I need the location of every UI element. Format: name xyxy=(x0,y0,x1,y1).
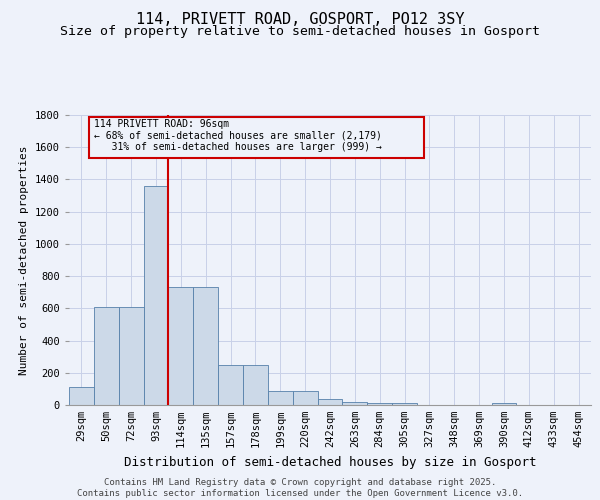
Bar xyxy=(218,364,243,405)
Bar xyxy=(491,402,517,405)
Text: 114 PRIVETT ROAD: 96sqm
← 68% of semi-detached houses are smaller (2,179)
   31%: 114 PRIVETT ROAD: 96sqm ← 68% of semi-de… xyxy=(94,119,382,152)
Bar xyxy=(94,306,119,405)
Bar xyxy=(119,306,143,405)
Bar xyxy=(293,392,317,405)
Bar xyxy=(343,402,367,405)
Bar xyxy=(268,392,293,405)
FancyBboxPatch shape xyxy=(89,116,424,158)
Bar xyxy=(392,404,417,405)
Bar xyxy=(143,186,169,405)
X-axis label: Distribution of semi-detached houses by size in Gosport: Distribution of semi-detached houses by … xyxy=(124,456,536,468)
Text: Contains HM Land Registry data © Crown copyright and database right 2025.
Contai: Contains HM Land Registry data © Crown c… xyxy=(77,478,523,498)
Text: Size of property relative to semi-detached houses in Gosport: Size of property relative to semi-detach… xyxy=(60,25,540,38)
Bar xyxy=(243,364,268,405)
Bar xyxy=(317,400,343,405)
Bar xyxy=(193,288,218,405)
Bar xyxy=(69,388,94,405)
Text: 114, PRIVETT ROAD, GOSPORT, PO12 3SY: 114, PRIVETT ROAD, GOSPORT, PO12 3SY xyxy=(136,12,464,28)
Y-axis label: Number of semi-detached properties: Number of semi-detached properties xyxy=(19,145,29,375)
Bar xyxy=(367,404,392,405)
Bar xyxy=(169,288,193,405)
